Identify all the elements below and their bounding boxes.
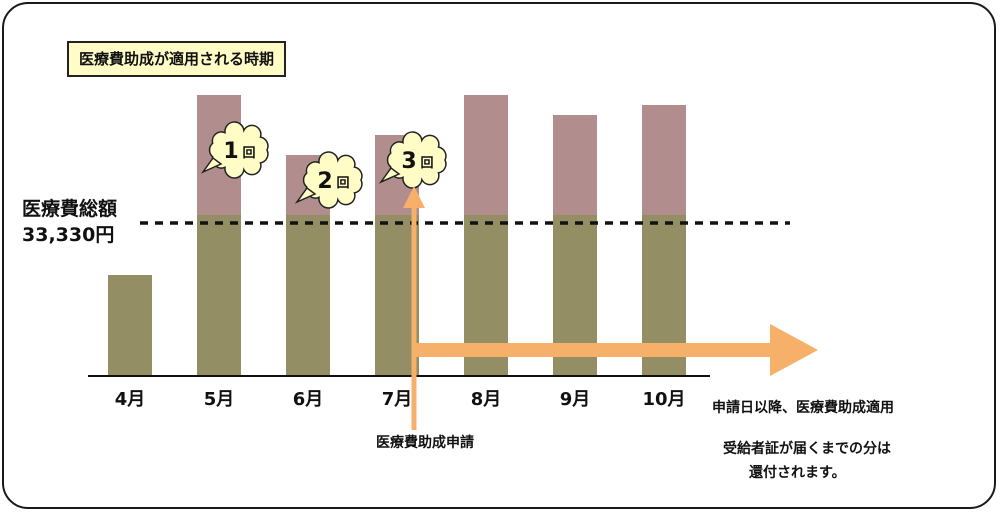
bars-group: [108, 95, 686, 375]
diagram-title: 医療費助成が適用される時期: [67, 41, 287, 77]
bar-excess-5: [464, 95, 508, 215]
note-line-2: 受給者証が届くまでの分は: [723, 441, 891, 457]
total-cost-amount: 33,330円: [22, 224, 115, 246]
bubble-number-2: 2: [317, 169, 332, 194]
note-line-1: 申請日以降、医療費助成適用: [712, 400, 894, 416]
month-label-1: 4月: [115, 389, 146, 410]
bubble-tail-1: [200, 156, 223, 174]
application-arrow-head: [403, 186, 425, 208]
month-label-4: 7月: [382, 389, 413, 410]
month-label-3: 6月: [293, 389, 324, 410]
bubble-number-3: 3: [401, 149, 416, 174]
bubble-suffix-1: 回: [242, 146, 255, 161]
bubble-cloud-1: [208, 121, 269, 179]
bubble-suffix-2: 回: [336, 176, 349, 191]
month-labels-group: 4月 5月 6月 7月 8月 9月 10月: [115, 389, 686, 410]
month-label-6: 9月: [560, 389, 591, 410]
month-label-2: 5月: [204, 389, 235, 410]
coverage-arrow-shaft: [412, 343, 772, 357]
month-label-5: 8月: [471, 389, 502, 410]
bubble-number-1: 1: [223, 139, 238, 164]
bubble-tail-3: [378, 166, 401, 184]
bubble-cloud-2: [302, 151, 363, 209]
bubble-suffix-3: 回: [420, 156, 433, 171]
coverage-arrow-head: [770, 324, 818, 376]
bubble-cloud-3: [386, 131, 447, 189]
bar-base-3: [286, 215, 330, 375]
month-label-7: 10月: [642, 389, 685, 410]
bubble-tail-2: [294, 186, 317, 204]
note-line-3: 還付されます。: [749, 465, 846, 481]
total-cost-name: 医療費総額: [22, 198, 118, 220]
application-label: 医療費助成申請: [376, 435, 474, 451]
bubbles-group: 1 回2 回3 回: [200, 121, 447, 209]
bar-excess-7: [642, 105, 686, 215]
bar-excess-6: [553, 115, 597, 215]
total-cost-label: 医療費総額 33,330円: [22, 196, 117, 248]
bar-base-2: [197, 215, 241, 375]
bar-base-1: [108, 275, 152, 375]
